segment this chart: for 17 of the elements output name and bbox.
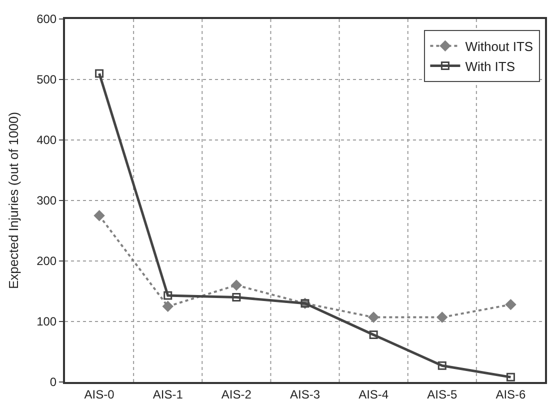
y-tick-label: 400	[36, 133, 57, 148]
y-tick-label: 0	[50, 375, 57, 390]
x-tick-label: AIS-4	[358, 387, 389, 402]
legend-label: With ITS	[465, 58, 516, 74]
x-tick-label: AIS-1	[152, 387, 184, 402]
y-tick-label: 300	[36, 194, 57, 208]
x-tick-label: AIS-3	[290, 387, 320, 402]
x-tick-label: AIS-6	[496, 387, 526, 402]
y-axis-title: Expected Injuries (out of 1000)	[6, 112, 22, 290]
y-tick-label: 200	[36, 254, 57, 268]
y-tick-label: 100	[36, 314, 57, 329]
x-tick-label: AIS-5	[427, 387, 458, 402]
x-tick-label: AIS-0	[84, 387, 115, 402]
legend-label: Without ITS	[465, 38, 534, 54]
y-tick-label: 600	[36, 12, 57, 26]
x-tick-label: AIS-2	[221, 387, 252, 402]
y-tick-label: 500	[36, 72, 57, 87]
